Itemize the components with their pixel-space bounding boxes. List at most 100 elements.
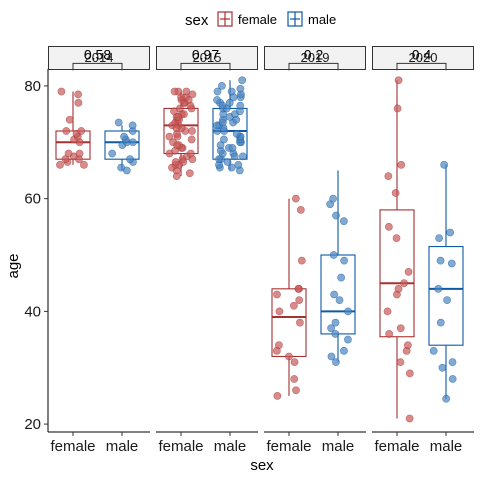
data-point	[340, 346, 348, 355]
data-point	[184, 96, 193, 104]
data-point	[295, 296, 304, 305]
data-point	[436, 256, 445, 265]
data-point	[337, 273, 346, 282]
points-male	[108, 118, 137, 175]
data-point	[290, 375, 299, 383]
data-point	[435, 234, 444, 242]
y-tick-label: 20	[24, 416, 41, 433]
box-male	[428, 164, 464, 399]
data-point	[213, 87, 222, 96]
data-point	[447, 259, 456, 268]
data-point	[394, 76, 403, 85]
data-point	[230, 152, 239, 161]
data-point	[436, 318, 445, 327]
data-point	[239, 152, 247, 161]
data-point	[405, 414, 414, 423]
points-male	[213, 76, 247, 175]
data-point	[344, 335, 352, 344]
data-point	[232, 129, 241, 138]
data-point	[332, 211, 340, 220]
strip-label: 2019	[301, 50, 330, 65]
data-point	[213, 96, 221, 104]
pvalue-bracket	[396, 62, 447, 71]
points-male	[326, 194, 352, 367]
data-point	[114, 118, 123, 127]
data-point	[64, 149, 73, 158]
box-body	[379, 209, 415, 338]
pvalue-label: 0.58	[84, 46, 111, 62]
data-point	[172, 124, 181, 133]
data-point	[331, 318, 340, 327]
data-point	[327, 352, 336, 361]
x-tick-label-female: female	[266, 438, 311, 455]
data-point	[185, 169, 194, 178]
data-point	[335, 296, 344, 305]
data-point	[218, 118, 227, 127]
data-point	[216, 141, 225, 149]
box-body	[428, 246, 464, 346]
data-point	[327, 324, 336, 333]
points-female	[56, 87, 88, 169]
data-point	[384, 172, 393, 180]
data-point	[340, 256, 349, 265]
points-female	[272, 194, 306, 400]
points-female	[383, 76, 414, 423]
x-tick-label-male: male	[430, 438, 463, 455]
data-point	[186, 149, 195, 158]
pvalue-bracket	[180, 62, 231, 71]
data-point	[397, 160, 406, 169]
data-point	[120, 132, 128, 141]
data-point	[383, 307, 392, 316]
pvalue-label: 0.4	[412, 46, 432, 62]
box-female	[379, 80, 415, 419]
data-point	[429, 346, 438, 355]
data-point	[117, 163, 126, 172]
data-point	[220, 135, 228, 144]
data-point	[80, 160, 88, 169]
data-point	[400, 279, 408, 288]
data-point	[273, 392, 282, 400]
data-point	[227, 163, 236, 172]
data-point	[274, 341, 283, 350]
data-point	[332, 358, 340, 367]
data-point	[275, 307, 284, 316]
y-axis-title: age	[5, 253, 22, 278]
data-point	[57, 87, 66, 96]
pvalue-bracket	[72, 62, 123, 71]
data-point	[236, 84, 245, 93]
panel-2014: 2014 female male 0.58	[48, 46, 150, 455]
data-point	[182, 87, 191, 96]
x-tick-label-male: male	[322, 438, 355, 455]
data-point	[188, 127, 196, 135]
x-tick-label-female: female	[374, 438, 419, 455]
data-point	[228, 144, 237, 152]
legend-label-female: female	[238, 12, 277, 27]
data-point	[294, 284, 303, 293]
data-point	[77, 127, 86, 135]
y-tick-label: 80	[24, 78, 41, 95]
data-point	[126, 155, 134, 164]
data-point	[108, 149, 117, 158]
data-point	[56, 160, 64, 169]
data-point	[448, 375, 457, 383]
data-point	[296, 206, 305, 214]
data-point	[234, 160, 243, 169]
data-point	[223, 158, 232, 166]
pvalue-label: 0.2	[304, 46, 324, 62]
data-point	[448, 358, 457, 367]
data-point	[218, 101, 227, 110]
data-point	[74, 98, 83, 107]
data-point	[65, 115, 74, 124]
strip-label: 2020	[409, 50, 438, 65]
data-point	[179, 158, 188, 166]
data-point	[291, 194, 300, 203]
panel-2020: 2020 female male 0.4	[372, 46, 474, 455]
data-point	[236, 101, 245, 110]
data-point	[171, 158, 180, 166]
data-point	[442, 394, 451, 403]
data-point	[289, 301, 298, 310]
panel-2019: 2019 female male 0.2	[264, 46, 366, 455]
y-tick-label: 60	[24, 191, 41, 208]
data-point	[62, 127, 71, 135]
